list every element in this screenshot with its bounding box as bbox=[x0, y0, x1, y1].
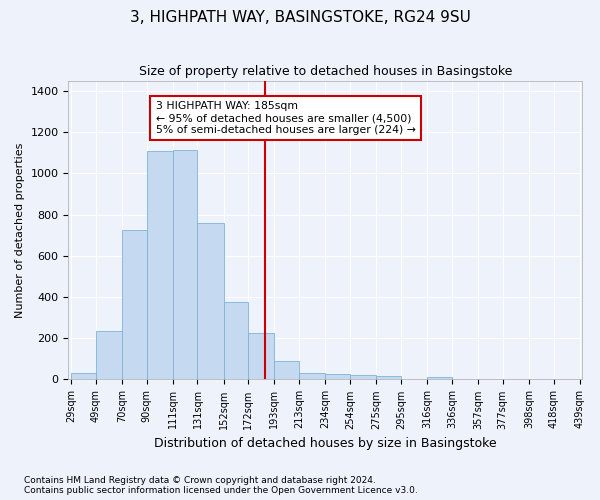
Bar bbox=[197, 223, 224, 380]
Bar bbox=[376, 376, 401, 380]
Text: Contains HM Land Registry data © Crown copyright and database right 2024.
Contai: Contains HM Land Registry data © Crown c… bbox=[24, 476, 418, 495]
Text: 3 HIGHPATH WAY: 185sqm
← 95% of detached houses are smaller (4,500)
5% of semi-d: 3 HIGHPATH WAY: 185sqm ← 95% of detached… bbox=[156, 102, 416, 134]
Bar bbox=[71, 374, 96, 380]
Bar bbox=[350, 376, 376, 380]
Y-axis label: Number of detached properties: Number of detached properties bbox=[15, 142, 25, 318]
Bar bbox=[427, 378, 452, 380]
Bar bbox=[173, 150, 197, 380]
Bar bbox=[224, 302, 248, 380]
Bar bbox=[122, 230, 146, 380]
Text: 3, HIGHPATH WAY, BASINGSTOKE, RG24 9SU: 3, HIGHPATH WAY, BASINGSTOKE, RG24 9SU bbox=[130, 10, 470, 25]
Bar bbox=[325, 374, 350, 380]
Bar bbox=[146, 150, 173, 380]
Bar bbox=[299, 374, 325, 380]
Bar bbox=[274, 361, 299, 380]
Bar bbox=[96, 331, 122, 380]
Bar bbox=[248, 333, 274, 380]
Title: Size of property relative to detached houses in Basingstoke: Size of property relative to detached ho… bbox=[139, 65, 512, 78]
X-axis label: Distribution of detached houses by size in Basingstoke: Distribution of detached houses by size … bbox=[154, 437, 497, 450]
